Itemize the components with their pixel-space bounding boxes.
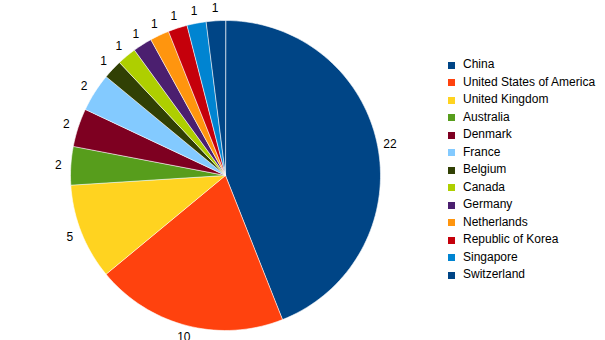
svg-text:1: 1 (170, 9, 177, 23)
svg-text:1: 1 (151, 17, 158, 31)
html-text:Germany: Germany (463, 197, 513, 212)
svg-text:5: 5 (67, 230, 74, 244)
svg-text:2: 2 (55, 158, 62, 172)
html-text:China: China (463, 57, 495, 72)
svg-text:1: 1 (212, 1, 219, 15)
svg-text:10: 10 (177, 330, 191, 340)
html-text:United Kingdom: United Kingdom (463, 92, 549, 107)
html-text:United States of America: United States of America (463, 74, 596, 89)
html-text:Canada: Canada (463, 179, 505, 194)
html-text:Republic of Korea: Republic of Korea (463, 232, 559, 247)
svg-text:1: 1 (115, 39, 122, 53)
html-text:Denmark: Denmark (463, 127, 512, 142)
html-text:Belgium: Belgium (463, 162, 507, 177)
html-text:France: France (463, 144, 501, 159)
svg-text:1: 1 (191, 4, 198, 18)
html-text:Australia: Australia (463, 109, 510, 124)
svg-text:2: 2 (63, 117, 70, 131)
svg-text:22: 22 (383, 137, 397, 151)
html-text:Switzerland: Switzerland (463, 267, 525, 282)
svg-text:1: 1 (132, 27, 139, 41)
html-text:Netherlands: Netherlands (463, 214, 528, 229)
svg-text:2: 2 (81, 79, 88, 93)
svg-text:1: 1 (100, 54, 107, 68)
html-text:Singapore: Singapore (463, 249, 518, 264)
